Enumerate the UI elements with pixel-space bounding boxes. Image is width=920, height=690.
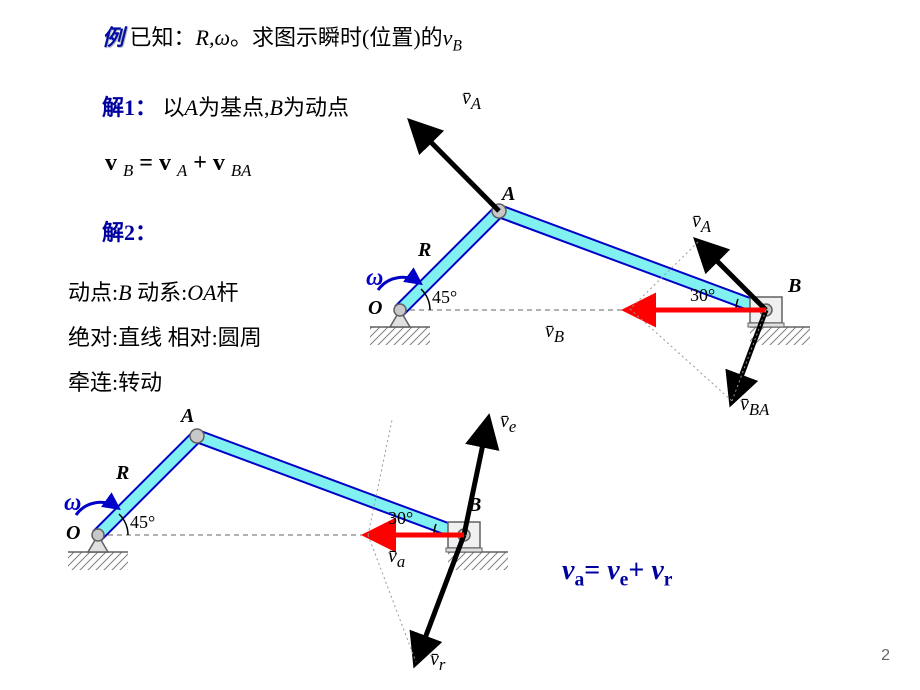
eq2-ve: v (607, 555, 619, 586)
d2-label-R: R (116, 462, 129, 485)
d2-angle30: 30° (388, 508, 413, 529)
eq2-vr-sub: r (664, 570, 673, 591)
given-suffix: 。求图示瞬时(位置)的 (230, 25, 443, 50)
sol1-text3: 为动点 (283, 95, 349, 120)
solution1-label: 解1： (102, 95, 157, 120)
equation-vb: v B = v A + v BA (105, 150, 251, 181)
d2-angle45: 45° (130, 512, 155, 533)
method2-line1: 动点:B 动系:OA杆 (68, 275, 239, 307)
m2-l1-OA: OA (187, 280, 216, 305)
eq1-vBA-sub: BA (231, 161, 252, 180)
given-vars: R,ω (196, 25, 230, 50)
d2-label-O: O (66, 522, 80, 545)
eq2-vr: v (651, 555, 663, 586)
d1-vA-top: v̄A (462, 87, 481, 114)
equation-va: va= ve+ vr (562, 555, 672, 592)
d2-ve: v̄e (500, 410, 516, 437)
d1-vA-right: v̄A (692, 210, 711, 237)
d1-vBA: v̄BA (740, 393, 769, 420)
sol1-pointA: A (185, 95, 198, 120)
diagram1-svg (370, 65, 840, 435)
eq2-plus: + (628, 555, 651, 586)
example-label: 例 (102, 25, 124, 50)
target-var: v (443, 25, 453, 50)
eq2-va-sub: a (574, 570, 584, 591)
solution1-line: 解1： 以A为基点,B为动点 (102, 90, 349, 122)
target-sub: B (452, 37, 461, 54)
diagram2-svg (68, 390, 538, 680)
eq2-va: v (562, 555, 574, 586)
d1-angle30: 30° (690, 285, 715, 306)
eq1-plus: + (193, 150, 213, 176)
d1-label-B: B (788, 275, 801, 298)
d2-label-B: B (468, 494, 481, 517)
d2-va: v̄a (388, 545, 405, 572)
diagram-2: O A B R ω 45° 30° v̄e v̄a v̄r (68, 390, 538, 680)
d1-label-A: A (502, 183, 515, 206)
sol1-text1: 以 (163, 95, 185, 120)
m2-l1-mid: 动系: (132, 280, 188, 305)
d1-omega: ω (366, 265, 383, 292)
m2-l1-B: B (118, 280, 131, 305)
eq1-vB-sub: B (123, 161, 133, 180)
d1-label-O: O (368, 297, 382, 320)
problem-statement: 例 已知：R,ω。求图示瞬时(位置)的vB (102, 20, 462, 55)
method2-line2: 绝对:直线 相对:圆周 (68, 320, 262, 352)
m2-l1-pre: 动点: (68, 280, 118, 305)
eq1-vA-v: v (159, 150, 171, 176)
d1-angle45: 45° (432, 287, 457, 308)
page-number: 2 (881, 647, 890, 665)
diagram-1: O A B R ω 45° 30° v̄A v̄A v̄B v̄BA (370, 65, 840, 435)
given-prefix: 已知： (130, 25, 196, 50)
d1-label-R: R (418, 239, 431, 262)
d2-vr: v̄r (430, 648, 445, 675)
eq1-vBA-v: v (213, 150, 225, 176)
sol1-text2: 为基点, (198, 95, 270, 120)
eq1-vB-v: v (105, 150, 117, 176)
m2-l1-post: 杆 (217, 280, 239, 305)
d2-omega: ω (64, 490, 81, 517)
sol1-pointB: B (270, 95, 283, 120)
d2-label-A: A (181, 405, 194, 428)
solution2-label: 解2： (102, 215, 157, 247)
eq1-vA-sub: A (177, 161, 187, 180)
eq2-eq: = (584, 555, 607, 586)
d1-vB: v̄B (545, 320, 564, 347)
eq1-equals: = (139, 150, 159, 176)
